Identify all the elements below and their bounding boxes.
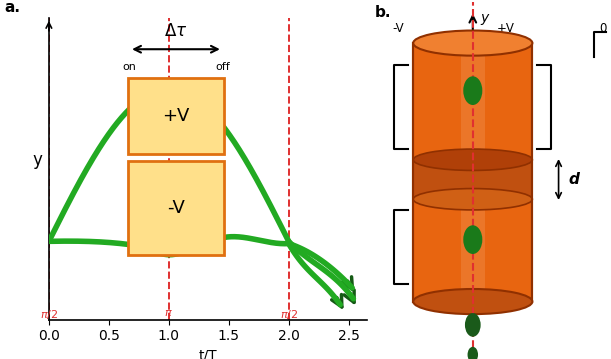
Text: $\pi/2$: $\pi/2$ (40, 308, 58, 321)
Ellipse shape (413, 149, 532, 171)
Text: -V: -V (167, 199, 185, 217)
Ellipse shape (413, 31, 532, 56)
Text: b.: b. (375, 5, 392, 20)
Text: +V: +V (497, 22, 514, 34)
Text: -V: -V (392, 22, 404, 34)
Polygon shape (413, 43, 532, 302)
Text: $\Delta\tau$: $\Delta\tau$ (164, 22, 188, 40)
FancyBboxPatch shape (128, 161, 224, 255)
Polygon shape (461, 43, 485, 302)
Ellipse shape (413, 289, 532, 314)
Text: +V: +V (163, 107, 189, 125)
Text: $\pi$: $\pi$ (164, 308, 173, 318)
FancyBboxPatch shape (128, 78, 224, 154)
Circle shape (463, 76, 482, 105)
Ellipse shape (413, 188, 532, 210)
Text: d: d (568, 172, 579, 187)
Y-axis label: y: y (33, 151, 43, 169)
Text: off: off (215, 61, 230, 71)
Text: 0: 0 (599, 22, 606, 34)
Text: y: y (480, 11, 488, 25)
Circle shape (465, 313, 481, 337)
Circle shape (467, 347, 478, 359)
Text: a.: a. (4, 0, 20, 15)
Circle shape (463, 225, 482, 254)
Text: on: on (122, 61, 136, 71)
X-axis label: t/T: t/T (199, 349, 217, 359)
Polygon shape (413, 160, 532, 199)
Text: $\pi/2$: $\pi/2$ (280, 308, 298, 321)
